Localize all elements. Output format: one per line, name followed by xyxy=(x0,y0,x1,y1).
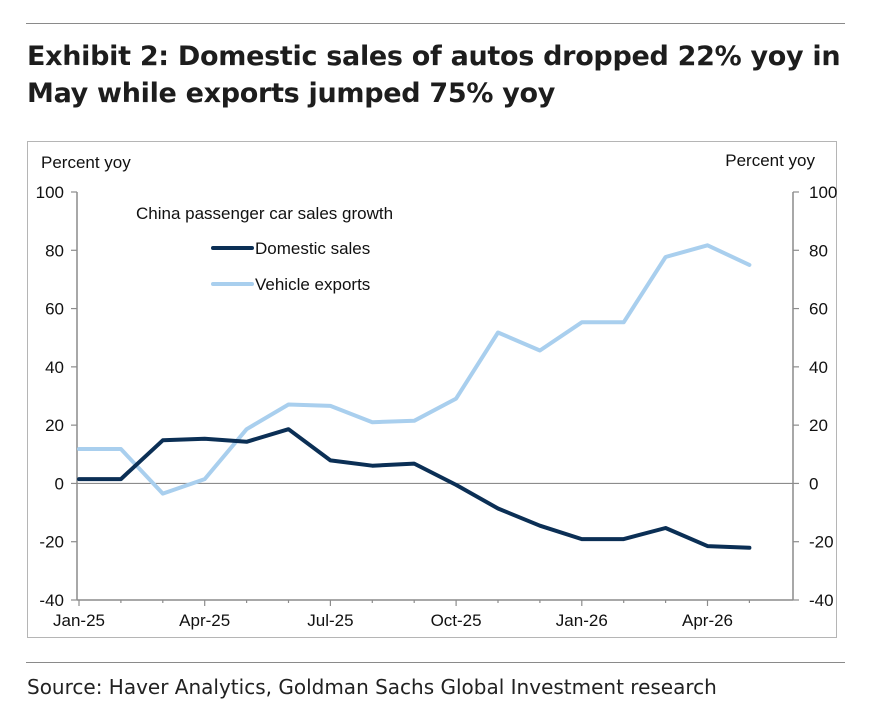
y-tick-label-right: -40 xyxy=(809,591,834,610)
source-note: Source: Haver Analytics, Goldman Sachs G… xyxy=(27,675,717,699)
y-tick-label-left: 0 xyxy=(55,474,64,493)
legend-label-vehicle-exports: Vehicle exports xyxy=(255,275,370,294)
x-tick-label: Oct-25 xyxy=(431,611,482,630)
legend-title: China passenger car sales growth xyxy=(136,204,393,223)
x-tick-label: Apr-26 xyxy=(682,611,733,630)
y-tick-label-right: 60 xyxy=(809,300,828,319)
y-tick-label-left: -40 xyxy=(39,591,64,610)
y-tick-label-right: -20 xyxy=(809,533,834,552)
y-tick-label-left: 40 xyxy=(45,358,64,377)
y-axis-label-right: Percent yoy xyxy=(725,151,815,170)
y-tick-label-right: 40 xyxy=(809,358,828,377)
y-tick-label-right: 0 xyxy=(809,474,818,493)
y-tick-label-left: 60 xyxy=(45,300,64,319)
y-tick-label-left: 100 xyxy=(36,183,64,202)
y-tick-label-left: -20 xyxy=(39,533,64,552)
series-line-vehicle-exports xyxy=(77,243,752,496)
y-tick-label-left: 20 xyxy=(45,416,64,435)
exhibit-title: Exhibit 2: Domestic sales of autos dropp… xyxy=(27,38,847,112)
y-tick-label-right: 100 xyxy=(809,183,837,202)
x-tick-label: Jul-25 xyxy=(307,611,353,630)
y-tick-label-right: 80 xyxy=(809,241,828,260)
bottom-rule xyxy=(26,662,845,663)
title-line-2: May while exports jumped 75% yoy xyxy=(27,78,556,109)
x-tick-label: Jan-26 xyxy=(556,611,608,630)
y-tick-label-right: 20 xyxy=(809,416,828,435)
legend-label-domestic-sales: Domestic sales xyxy=(255,239,370,258)
y-tick-label-left: 80 xyxy=(45,241,64,260)
x-tick-label: Apr-25 xyxy=(179,611,230,630)
title-line-1: Exhibit 2: Domestic sales of autos dropp… xyxy=(27,41,841,72)
chart-frame xyxy=(27,141,837,638)
y-axis-label-left: Percent yoy xyxy=(41,153,131,172)
top-rule xyxy=(26,23,845,24)
series-line-domestic-sales xyxy=(77,427,752,550)
x-tick-label: Jan-25 xyxy=(53,611,105,630)
